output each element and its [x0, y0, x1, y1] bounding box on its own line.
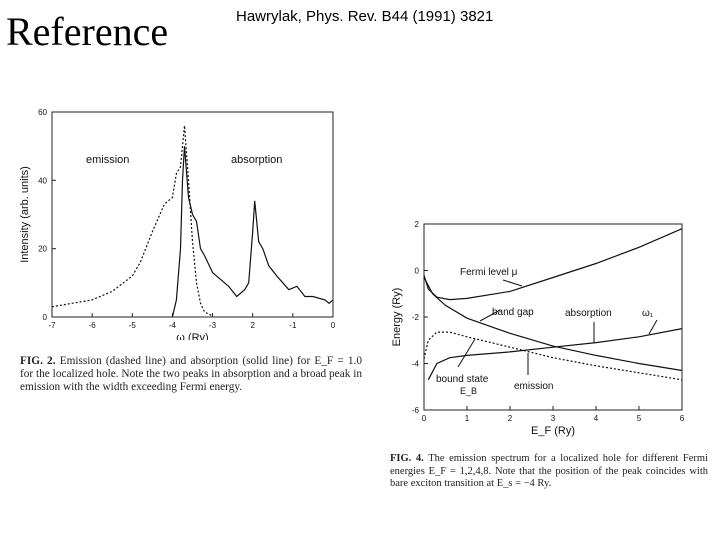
x-tick-label: -1 — [289, 321, 297, 330]
x-tick-label: 4 — [594, 414, 599, 423]
x-tick-label: -3 — [209, 321, 217, 330]
y-tick-label: 2 — [415, 220, 420, 229]
x-tick-label: 2 — [250, 321, 255, 330]
fig4-annot-omega1: ω₁ — [642, 308, 654, 319]
x-tick-label: -5 — [129, 321, 137, 330]
x-tick-label: 5 — [637, 414, 642, 423]
x-tick-label: 2 — [508, 414, 513, 423]
y-tick-label: 60 — [38, 108, 47, 117]
y-tick-label: -6 — [412, 406, 420, 415]
fig2-caption-label: FIG. 2. — [20, 355, 56, 367]
series-line-band-gap — [423, 277, 683, 372]
x-tick-label: -7 — [48, 321, 56, 330]
fig4-annot-fermi: Fermi level μ — [460, 267, 518, 278]
fig4-caption: FIG. 4. The emission spectrum for a loca… — [390, 453, 708, 491]
fig2-caption-text: Emission (dashed line) and absorption (s… — [20, 355, 362, 393]
fig4-annot-band-gap: band gap — [492, 307, 534, 318]
series-line-emission — [51, 125, 213, 317]
fig2-annot-emission: emission — [86, 154, 129, 166]
y-tick-label: -4 — [412, 360, 420, 369]
fig4-annot-absorption: absorption — [565, 308, 612, 319]
x-tick-label: 1 — [465, 414, 470, 423]
x-tick-label: 3 — [551, 414, 556, 423]
citation: Hawrylak, Phys. Rev. B44 (1991) 3821 — [236, 8, 494, 25]
x-tick-label: -6 — [89, 321, 97, 330]
y-tick-label: -2 — [412, 313, 420, 322]
fig2-chart: -7 -6 -5 -4 -3 2 -1 0 0 20 40 60 ω (Ry) Intensity (ar… — [19, 108, 336, 340]
y-tick-label: 20 — [38, 245, 47, 254]
series-line-absorption — [171, 146, 334, 318]
y-tick-label: 0 — [43, 313, 48, 322]
fig4-caption-text: The emission spectrum for a localized ho… — [390, 453, 708, 489]
fig4-annot-es: E_B — [460, 386, 477, 396]
plot-frame — [51, 111, 334, 318]
fig4-chart: 0 1 2 3 4 5 6 -6 -4 -2 0 2 E_F (Ry) Energy (Ry) Fermi… — [391, 220, 685, 437]
y-tick-label: 0 — [415, 267, 420, 276]
series-line-fermi-level- — [423, 228, 683, 301]
fig4-annot-emission: emission — [514, 381, 553, 392]
y-axis-label: Energy (Ry) — [391, 288, 403, 347]
fig4-annot-bound-state: bound state — [436, 374, 489, 385]
fig4-caption-label: FIG. 4. — [390, 453, 424, 464]
series-line-bound-state-e-b — [423, 331, 683, 381]
slide-title: Reference — [6, 9, 169, 54]
fig2-caption: FIG. 2. Emission (dashed line) and absor… — [20, 355, 362, 394]
x-tick-label: 0 — [422, 414, 427, 423]
x-axis-label: ω (Ry) — [176, 332, 208, 340]
y-tick-label: 40 — [38, 176, 47, 185]
x-tick-label: -4 — [169, 321, 177, 330]
fig4-arrows — [457, 279, 658, 375]
x-tick-label: 6 — [680, 414, 685, 423]
y-axis-label: Intensity (arb. units) — [19, 166, 31, 263]
series-line--1 — [427, 328, 683, 381]
fig2-annot-absorption: absorption — [231, 154, 282, 166]
x-tick-label: 0 — [331, 321, 336, 330]
x-axis-label: E_F (Ry) — [531, 425, 575, 437]
